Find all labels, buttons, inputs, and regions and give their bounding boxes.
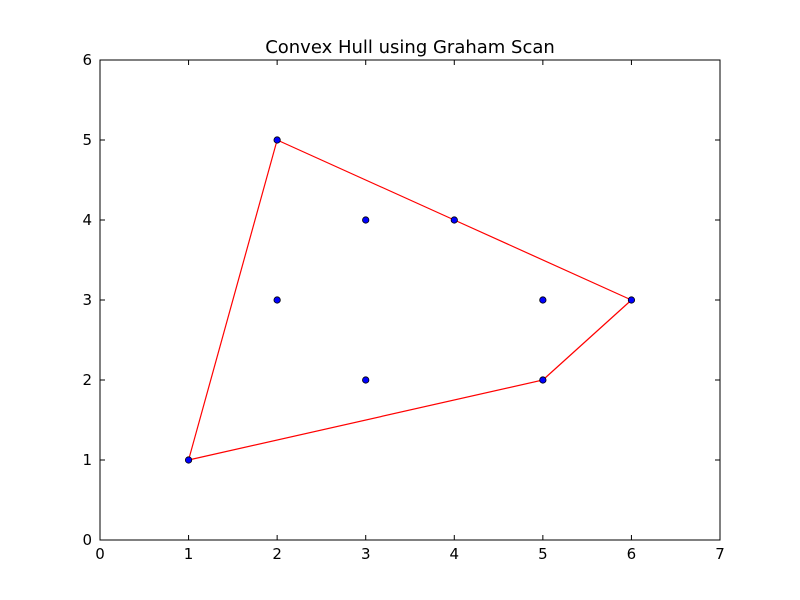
y-tick-label: 5 — [82, 131, 92, 149]
hull-edge — [188, 379, 543, 461]
x-tick-label: 4 — [450, 545, 460, 563]
x-tick-label: 7 — [715, 545, 725, 563]
hull-edge — [187, 139, 278, 461]
data-point — [273, 136, 281, 144]
x-tick-label: 0 — [95, 545, 105, 563]
hull-edge — [276, 139, 455, 221]
plot-frame — [99, 59, 721, 541]
y-tick-label: 1 — [82, 451, 92, 469]
data-point — [539, 376, 547, 384]
y-tick-label: 6 — [82, 51, 92, 69]
hull-layer — [187, 139, 632, 461]
data-point — [450, 216, 458, 224]
points-layer — [184, 136, 636, 464]
x-tick-label: 5 — [538, 545, 548, 563]
data-point — [362, 376, 370, 384]
y-tick-label: 3 — [82, 291, 92, 309]
x-tick-label: 6 — [627, 545, 637, 563]
hull-edge — [542, 299, 632, 381]
data-point — [627, 296, 636, 304]
y-tick-label: 2 — [82, 371, 92, 389]
data-point — [273, 296, 281, 304]
y-tick-label: 0 — [82, 531, 92, 549]
data-point — [362, 216, 370, 224]
y-tick-label: 4 — [82, 211, 92, 229]
axes-layer: 0 1 2 3 4 5 6 7 0 1 2 3 4 5 6 — [82, 51, 724, 563]
hull-edge — [454, 219, 632, 301]
x-tick-label: 3 — [361, 545, 371, 563]
data-point — [184, 456, 193, 464]
x-tick-label: 1 — [184, 545, 194, 563]
x-tick-label: 2 — [272, 545, 282, 563]
data-point — [539, 296, 547, 304]
chart-title: Convex Hull using Graham Scan — [265, 37, 555, 58]
